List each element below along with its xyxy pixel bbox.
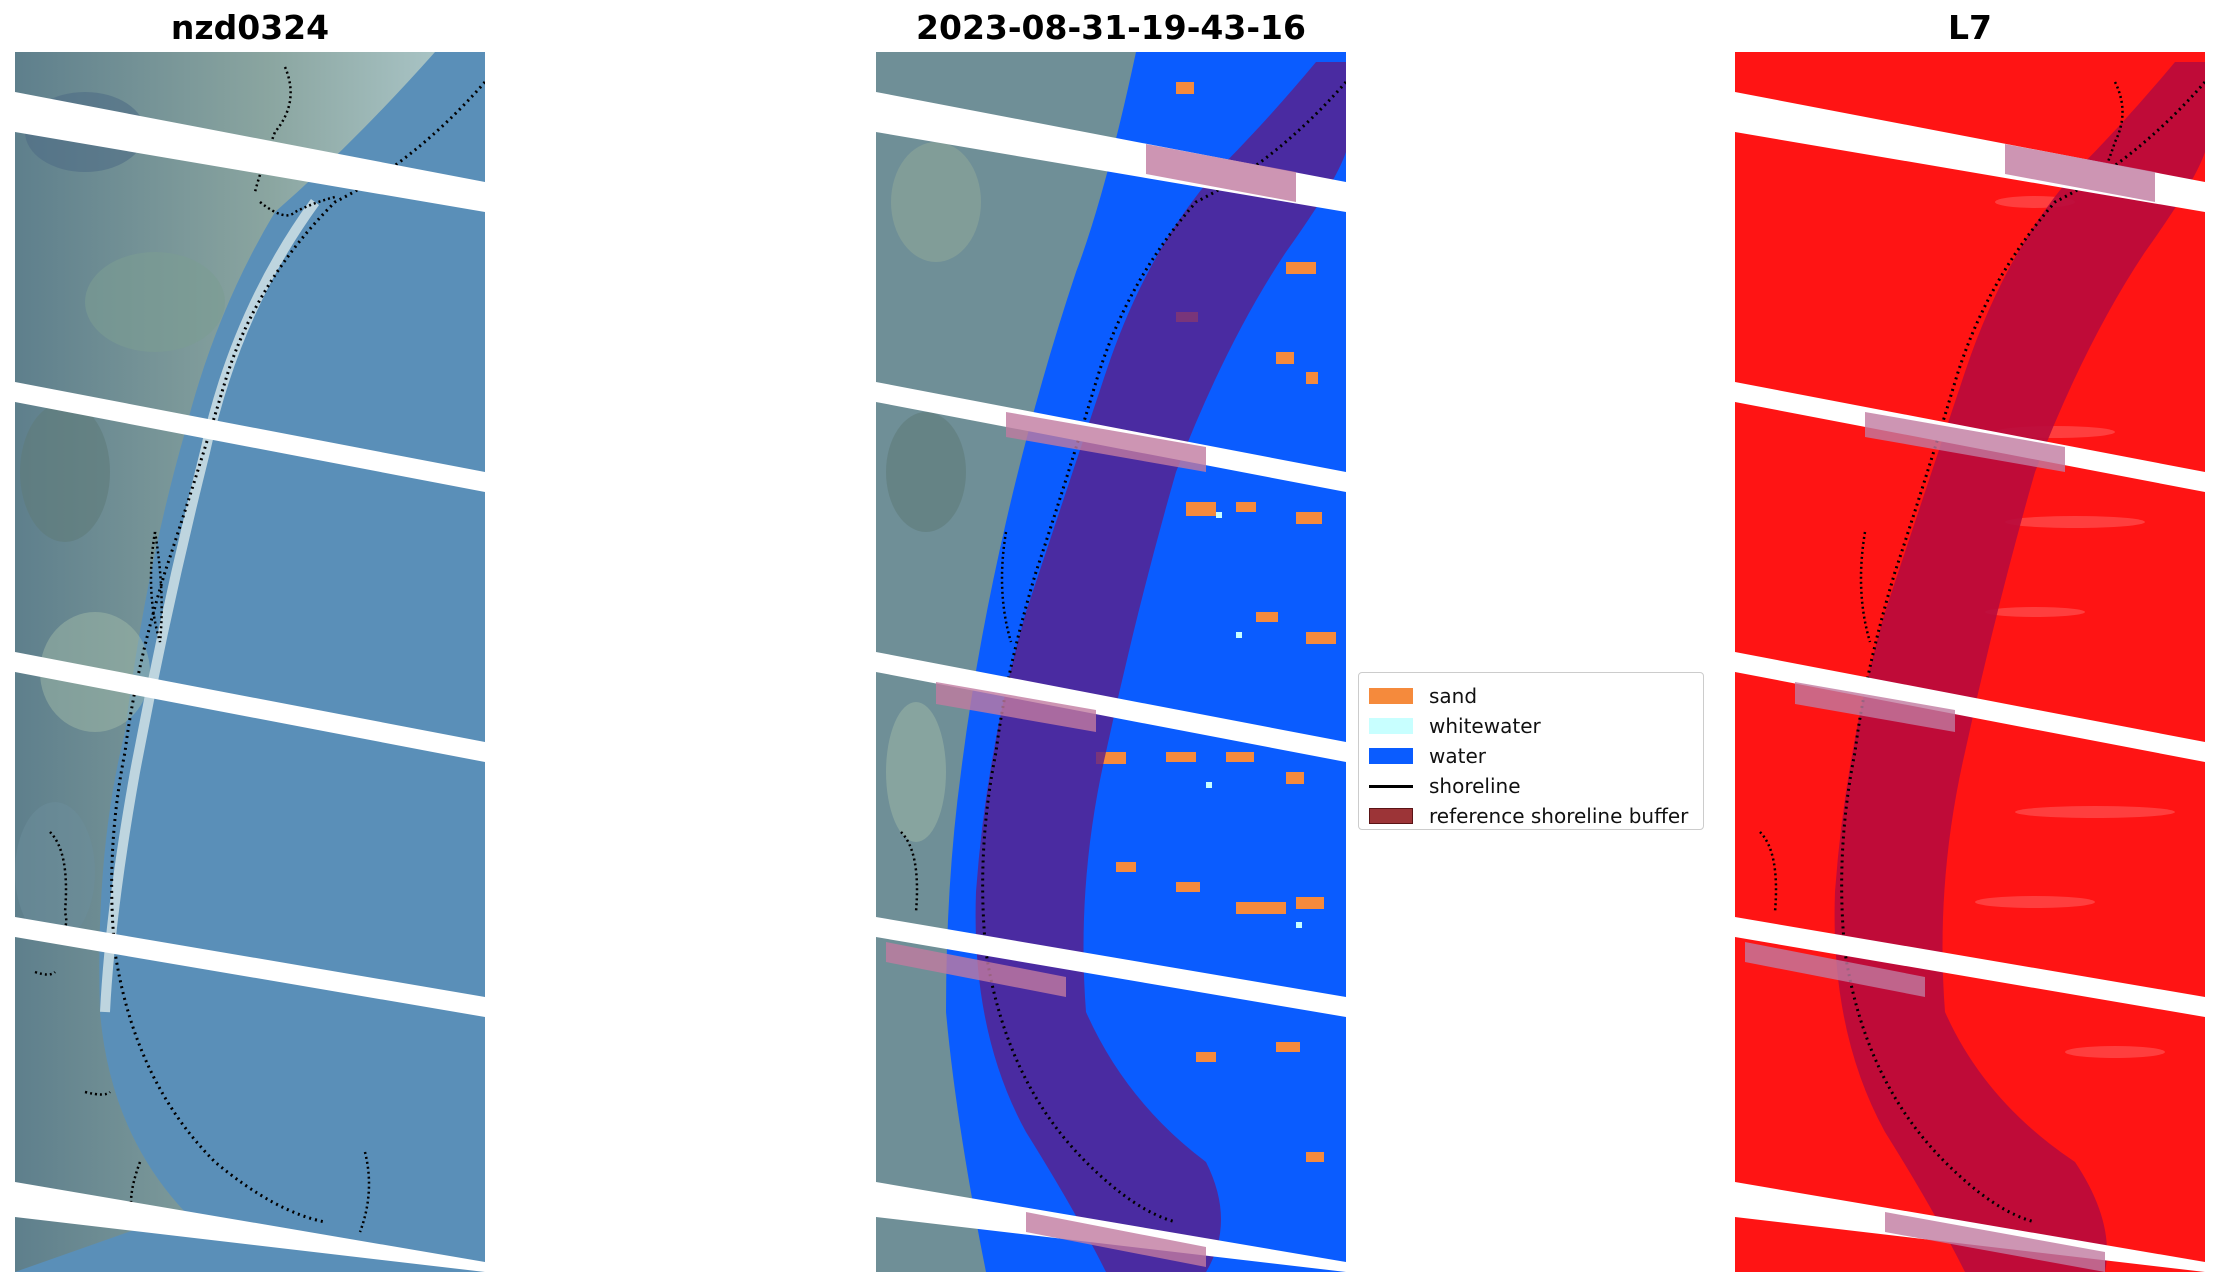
panel-title-rgb: nzd0324 — [170, 8, 330, 47]
legend-swatch-shoreline — [1369, 784, 1413, 788]
rgb-image-panel — [15, 52, 485, 1272]
legend-item-shoreline: shoreline — [1369, 771, 1693, 801]
legend-swatch-water — [1369, 748, 1413, 764]
panel-title-classified: 2023-08-31-19-43-16 — [916, 8, 1306, 47]
rgb-image — [15, 52, 485, 1272]
classified-image-panel — [876, 52, 1346, 1272]
legend-label-sand: sand — [1429, 684, 1478, 708]
l7-image-panel — [1735, 52, 2205, 1272]
legend: sand whitewater water shoreline referenc… — [1358, 672, 1704, 830]
legend-label-water: water — [1429, 744, 1486, 768]
classified-image — [876, 52, 1346, 1272]
panel-title-l7: L7 — [1948, 8, 1992, 47]
legend-swatch-buffer — [1369, 808, 1413, 824]
legend-label-shoreline: shoreline — [1429, 774, 1521, 798]
legend-item-sand: sand — [1369, 681, 1693, 711]
legend-item-whitewater: whitewater — [1369, 711, 1693, 741]
legend-label-whitewater: whitewater — [1429, 714, 1541, 738]
legend-swatch-whitewater — [1369, 718, 1413, 734]
legend-item-buffer: reference shoreline buffer — [1369, 801, 1693, 831]
legend-label-buffer: reference shoreline buffer — [1429, 804, 1689, 828]
legend-item-water: water — [1369, 741, 1693, 771]
l7-image — [1735, 52, 2205, 1272]
legend-swatch-sand — [1369, 688, 1413, 704]
